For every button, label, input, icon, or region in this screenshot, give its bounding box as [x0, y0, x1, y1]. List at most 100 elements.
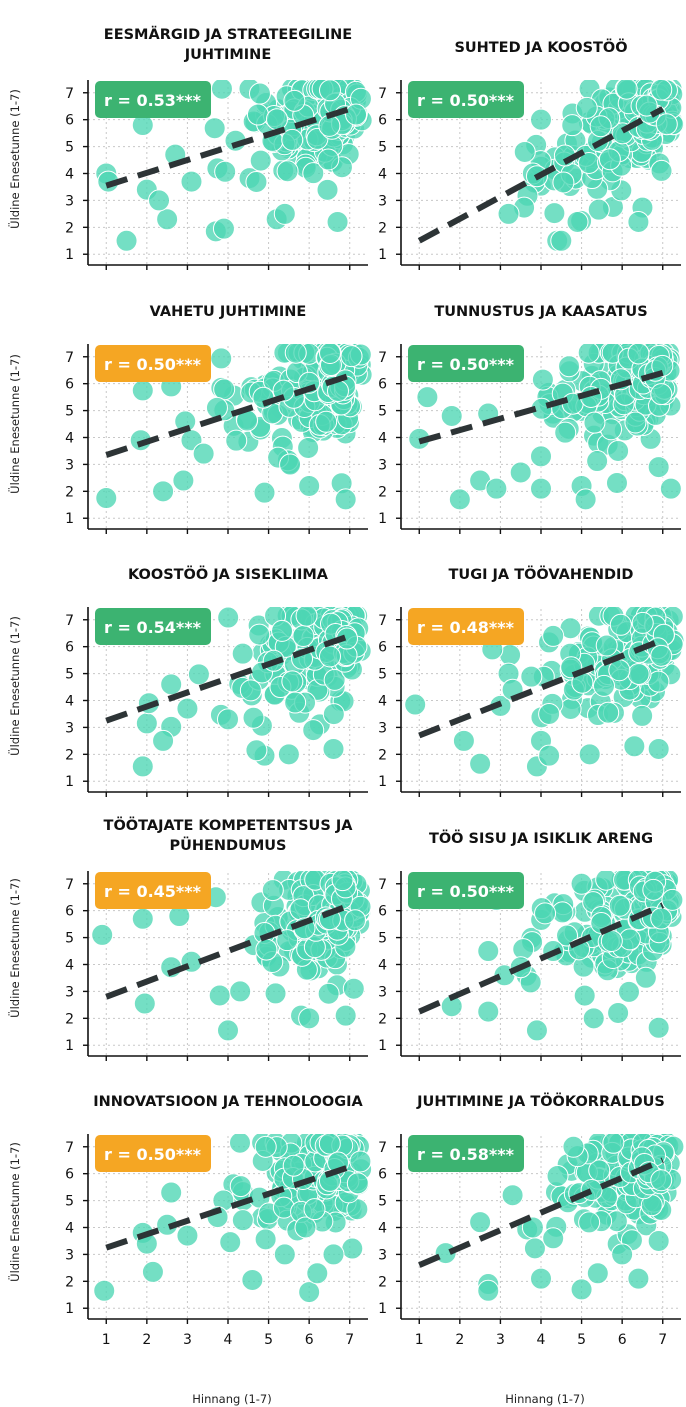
y-tick-label: 4 — [65, 1221, 74, 1237]
y-tick-label: 2 — [378, 747, 387, 763]
data-point — [595, 634, 618, 657]
y-tick-label: 5 — [65, 404, 74, 420]
y-tick-label: 7 — [378, 1140, 387, 1156]
y-tick-label: 3 — [65, 1247, 74, 1263]
data-point — [566, 210, 589, 233]
data-point — [497, 202, 520, 225]
data-point — [651, 354, 674, 377]
data-point — [242, 706, 265, 729]
scatter-panel-1: EESMÄRGID JA STRATEEGILINE JUHTIMINE 1 2 3 4 5… — [65, 26, 373, 270]
data-point — [180, 170, 203, 193]
data-point — [217, 1019, 239, 1042]
correlation-label: r = 0.50*** — [417, 355, 515, 374]
data-point — [605, 471, 628, 494]
data-point — [597, 701, 620, 724]
data-point — [326, 210, 349, 233]
data-point — [469, 752, 492, 775]
data-point — [318, 645, 341, 668]
data-point — [589, 115, 612, 138]
y-tick-label: 7 — [378, 613, 387, 629]
data-point — [578, 743, 601, 766]
trend-line — [105, 1164, 351, 1251]
point-cloud — [434, 1134, 685, 1302]
y-tick-label: 3 — [65, 457, 74, 473]
data-point — [631, 611, 654, 634]
y-tick-label: 1 — [378, 1301, 387, 1317]
data-point — [647, 1016, 670, 1039]
y-axis-label-row-5: Üldine Enesetunne (1-7) — [6, 1142, 22, 1282]
data-point — [294, 1216, 317, 1239]
correlation-label: r = 0.50*** — [104, 1145, 202, 1164]
correlation-label: r = 0.45*** — [104, 882, 202, 901]
data-point — [135, 712, 158, 735]
data-point — [627, 662, 650, 685]
data-point — [208, 984, 231, 1007]
data-point — [531, 368, 554, 391]
data-point — [176, 697, 199, 720]
data-point — [440, 404, 463, 427]
data-point — [187, 663, 210, 686]
y-tick-label: 7 — [378, 350, 387, 366]
y-tick-label: 6 — [65, 113, 74, 129]
data-point — [647, 737, 670, 760]
data-point — [542, 1227, 565, 1250]
data-point — [650, 1169, 673, 1192]
x-tick-label: 6 — [618, 1332, 627, 1348]
data-point — [659, 477, 682, 500]
badge-background — [408, 345, 524, 382]
badge-background — [95, 345, 211, 382]
data-point — [297, 436, 320, 459]
data-point — [261, 879, 284, 902]
data-point — [279, 453, 302, 476]
scatter-panel-2: SUHTED JA KOOSTÖÖ 1 2 3 4 5 6 7 r = 0.50*** — [378, 38, 685, 270]
correlation-badge: r = 0.50*** — [408, 81, 524, 118]
data-point — [469, 1211, 492, 1234]
y-tick-label: 7 — [65, 877, 74, 893]
data-point — [434, 1242, 457, 1265]
y-tick-label: 2 — [378, 484, 387, 500]
data-point — [133, 992, 156, 1015]
y-tick-label: 1 — [65, 774, 74, 790]
y-tick-label: 1 — [65, 1038, 74, 1054]
data-point — [530, 445, 552, 468]
data-point — [452, 729, 475, 752]
data-point — [477, 1000, 500, 1023]
data-point — [501, 1184, 524, 1207]
data-point — [115, 229, 138, 252]
data-point — [570, 872, 593, 895]
y-tick-label: 2 — [65, 220, 74, 236]
data-point — [281, 670, 304, 693]
y-tick-label: 6 — [378, 377, 387, 393]
scatter-panel-10: JUHTIMINE JA TÖÖKORRALDUS 1 2 3 4 5 6 7 1 2 3 4 5 6 7 r… — [378, 1092, 685, 1348]
scatter-panel-9: INNOVATSIOON JA TEHNOLOOGIA 1 2 3 4 5 6 7 1 2 3 4 5 6… — [65, 1094, 373, 1348]
data-point — [650, 159, 673, 182]
x-tick-label: 3 — [183, 1332, 192, 1348]
data-point — [225, 429, 248, 452]
trend-line — [105, 372, 351, 458]
trend-line — [105, 106, 351, 189]
correlation-badge: r = 0.50*** — [95, 1135, 211, 1172]
data-point — [152, 480, 175, 503]
data-point — [160, 1181, 183, 1204]
data-point — [246, 103, 269, 126]
scatter-panel-6: TUGI JA TÖÖVAHENDID 1 2 3 4 5 6 7 r = 0.48*** — [378, 565, 685, 797]
x-axis-label-right: Hinnang (1-7) — [505, 1392, 584, 1406]
data-point — [602, 1134, 625, 1154]
y-tick-label: 5 — [378, 667, 387, 683]
data-point — [534, 902, 557, 925]
data-point — [607, 1001, 630, 1024]
data-point — [217, 708, 239, 731]
y-tick-label: 4 — [65, 958, 74, 974]
y-tick-label: 6 — [65, 1167, 74, 1183]
data-point — [148, 189, 171, 212]
data-point — [523, 1237, 546, 1260]
data-point — [342, 977, 365, 1000]
correlation-label: r = 0.50*** — [104, 355, 202, 374]
data-point — [281, 128, 304, 151]
y-tick-label: 7 — [65, 350, 74, 366]
data-point — [558, 355, 581, 378]
correlation-label: r = 0.54*** — [104, 618, 202, 637]
data-point — [271, 619, 294, 642]
data-point — [592, 674, 615, 697]
data-point — [298, 1007, 321, 1030]
